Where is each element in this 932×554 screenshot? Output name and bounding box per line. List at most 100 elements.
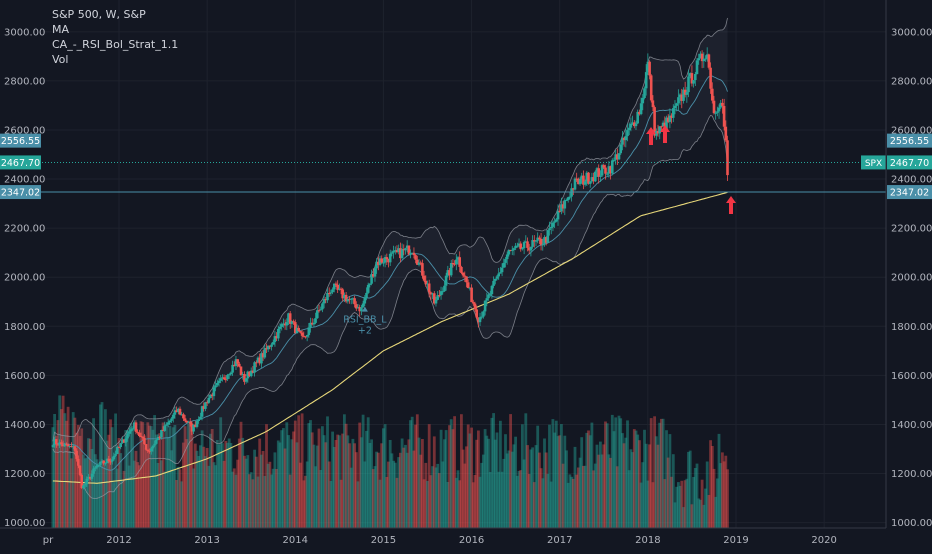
x-tick-label: pr xyxy=(43,535,54,546)
volume-bar xyxy=(221,443,224,528)
volume-bar xyxy=(675,486,679,528)
candle-body xyxy=(200,406,204,417)
candle-body xyxy=(551,222,555,227)
candle-body xyxy=(711,88,714,101)
candle-body xyxy=(180,414,183,416)
candle-body xyxy=(197,419,200,421)
volume-bar xyxy=(614,417,618,528)
candle-body xyxy=(329,292,333,294)
volume-bar xyxy=(595,444,599,528)
volume-bar xyxy=(212,462,216,528)
candle-body xyxy=(527,247,531,251)
volume-bar xyxy=(319,470,323,528)
volume-bar xyxy=(473,475,477,528)
candle-body xyxy=(71,446,75,448)
x-tick-label: 2012 xyxy=(106,535,131,546)
volume-bar xyxy=(417,437,421,528)
candle-body xyxy=(577,178,580,185)
candle-body xyxy=(170,418,173,421)
volume-bar xyxy=(632,429,636,528)
candle-body xyxy=(509,250,512,251)
candle-body xyxy=(319,309,322,311)
volume-bar xyxy=(458,480,462,528)
left-price-tag-1 xyxy=(0,155,41,170)
volume-bar xyxy=(687,451,690,528)
volume-bar xyxy=(271,468,275,528)
candle-body xyxy=(153,443,156,446)
volume-bar xyxy=(361,414,365,528)
volume-bar xyxy=(439,429,443,528)
volume-bar xyxy=(121,480,124,528)
candle-body xyxy=(55,439,58,445)
candle-body xyxy=(656,131,660,134)
candle-body xyxy=(529,246,533,251)
volume-bar xyxy=(248,474,251,528)
volume-bar xyxy=(721,452,724,528)
volume-bar xyxy=(695,463,699,528)
candle-body xyxy=(68,446,72,447)
volume-bar xyxy=(373,466,377,528)
volume-bar xyxy=(202,446,206,528)
candle-body xyxy=(556,210,560,220)
symbol-badge xyxy=(861,155,886,170)
candle-body xyxy=(63,443,67,447)
candle-body xyxy=(500,267,504,273)
candle-body xyxy=(419,262,422,264)
candle-body xyxy=(224,379,228,381)
candle-body xyxy=(707,54,711,68)
y-tick-left: 2600.00 xyxy=(4,125,45,136)
candle-body xyxy=(171,414,175,419)
volume-bar xyxy=(151,429,155,528)
candle-body xyxy=(285,322,289,326)
candle-body xyxy=(516,245,519,247)
volume-bar xyxy=(312,444,316,528)
up-arrow-2 xyxy=(660,125,670,143)
volume-bar xyxy=(410,416,414,528)
volume-bar xyxy=(587,430,590,528)
volume-bar xyxy=(168,425,172,528)
candle-body xyxy=(722,106,726,127)
y-tick-left: 2200.00 xyxy=(4,224,45,235)
volume-bar xyxy=(314,466,317,528)
legend-indicator-strategy[interactable]: CA_-_RSI_Bol_Strat_1.1 xyxy=(52,38,179,51)
candle-body xyxy=(643,88,646,98)
volume-bar xyxy=(558,435,562,528)
candle-body xyxy=(397,248,400,252)
volume-bar xyxy=(631,452,634,528)
candle-body xyxy=(141,436,144,438)
y-tick-right: 2400.00 xyxy=(891,175,932,186)
y-tick-right: 1000.00 xyxy=(891,518,932,529)
volume-bar xyxy=(268,461,272,528)
candle-body xyxy=(477,317,480,323)
candle-body xyxy=(600,165,604,176)
volume-bar xyxy=(683,480,687,528)
candle-body xyxy=(487,294,490,299)
candle-body xyxy=(51,445,55,447)
volume-bar xyxy=(709,440,712,528)
candle-body xyxy=(143,438,146,445)
candle-body xyxy=(234,359,238,366)
volume-bar xyxy=(117,438,121,528)
candle-body xyxy=(538,237,541,239)
volume-bar xyxy=(702,504,706,528)
y-tick-left: 1600.00 xyxy=(4,371,45,382)
volume-bar xyxy=(127,465,131,528)
legend-indicator-ma[interactable]: MA xyxy=(52,23,70,36)
volume-bar xyxy=(299,462,302,528)
volume-bar xyxy=(54,435,58,528)
candle-body xyxy=(387,259,390,263)
candle-body xyxy=(258,357,261,364)
grid-layer xyxy=(42,0,886,528)
symbol-badge-label: SPX xyxy=(865,159,882,169)
legend-indicator-volume[interactable]: Vol xyxy=(52,53,69,66)
candle-body xyxy=(168,420,172,423)
volume-bar xyxy=(692,477,695,528)
volume-bar xyxy=(214,465,217,528)
candle-body xyxy=(699,53,702,59)
volume-bar xyxy=(237,438,241,528)
candle-body xyxy=(302,335,306,337)
candle-body xyxy=(709,67,712,89)
volume-bar xyxy=(293,420,297,528)
